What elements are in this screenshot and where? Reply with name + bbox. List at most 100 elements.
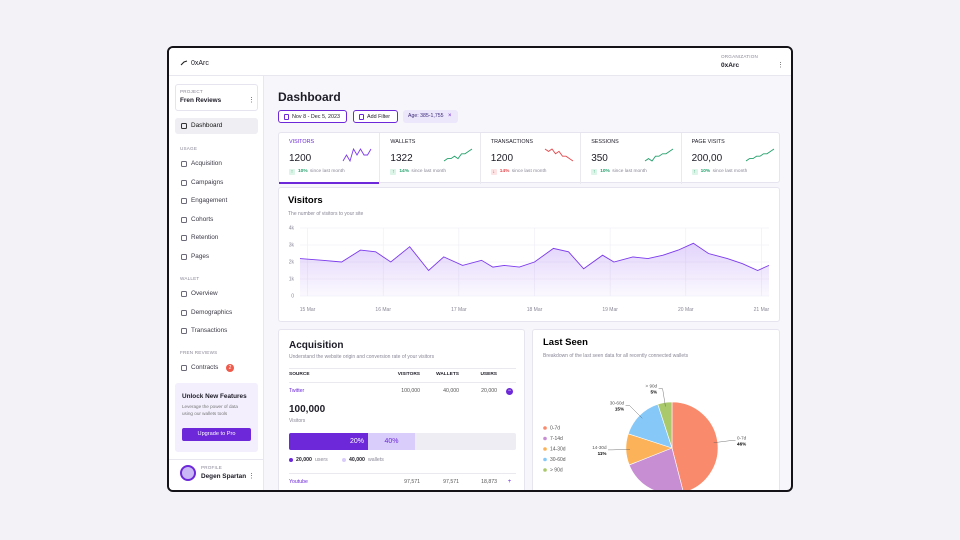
wallets-segment: 40% bbox=[368, 433, 415, 450]
nav-item: Campaigns bbox=[191, 178, 224, 186]
row-source[interactable]: Youtube bbox=[289, 479, 308, 485]
date-filter[interactable]: Nov 8 - Dec 5, 2023 bbox=[278, 110, 347, 123]
upgrade-button[interactable]: Upgrade to Pro bbox=[182, 428, 251, 441]
legend-label: 0-7d bbox=[550, 426, 560, 432]
add-filter-label: Add Filter bbox=[367, 114, 391, 120]
leader-line bbox=[658, 388, 666, 407]
trend-icon: ↑ bbox=[289, 169, 295, 175]
chart-subtitle: Breakdown of the last seen data for all … bbox=[543, 353, 689, 359]
visitors-chart: Visitors The number of visitors to your s… bbox=[288, 195, 770, 313]
row-source[interactable]: Twitter bbox=[289, 388, 305, 394]
project-box[interactable]: PROJECT Fren Reviews ⋮ bbox=[175, 84, 258, 111]
stat-label: PAGE VISITS bbox=[691, 139, 725, 145]
nav-item: Cohorts bbox=[191, 215, 214, 223]
column-header: USERS bbox=[480, 372, 497, 377]
nav-item: Transactions bbox=[191, 327, 228, 335]
slice-name: 0-7d bbox=[737, 435, 747, 440]
stat-label: WALLETS bbox=[390, 139, 416, 145]
stats-row: VISITORS 1200 ↑ 10% since last month WALLETS 1… bbox=[278, 132, 781, 184]
nav-link[interactable]: Acquisition bbox=[175, 157, 258, 171]
x-tick-label: 19 Mar bbox=[602, 307, 618, 313]
promo-title: Unlock New Features bbox=[182, 393, 247, 400]
stat-card[interactable]: SESSIONS 350 ↑ 10% since last month bbox=[580, 133, 680, 184]
nav-link[interactable]: Contracts 2 bbox=[175, 361, 258, 375]
pie-slice bbox=[628, 447, 684, 490]
row-cell: 40,000 bbox=[443, 388, 459, 394]
nav-link[interactable]: Transactions bbox=[175, 324, 258, 338]
nav-link[interactable]: Demographics bbox=[175, 306, 258, 320]
nav-icon bbox=[181, 198, 187, 205]
top-bar: 0xArc ORGANIZATION 0xArc ⋮ bbox=[169, 48, 791, 76]
filter-chip[interactable]: Age: 385-1,755 × bbox=[403, 110, 458, 123]
line bbox=[299, 242, 770, 272]
chart-title: Last Seen bbox=[543, 337, 588, 348]
nav-icon bbox=[181, 309, 187, 316]
nav-icon bbox=[181, 254, 187, 260]
x-tick-label: 17 Mar bbox=[451, 307, 467, 313]
stat-label: VISITORS bbox=[289, 139, 315, 145]
stat-note: since last month bbox=[310, 169, 345, 174]
legend-label: users bbox=[315, 457, 328, 463]
profile-menu[interactable]: ⋮ bbox=[248, 473, 255, 480]
y-tick-label: 3k bbox=[289, 243, 295, 249]
users-segment: 20% bbox=[289, 433, 368, 450]
nav-link[interactable]: Retention bbox=[175, 231, 258, 245]
nav-icon bbox=[181, 123, 187, 129]
stat-card[interactable]: WALLETS 1322 ↑ 14% since last month bbox=[379, 133, 479, 184]
legend-dot bbox=[342, 458, 346, 462]
row-toggle[interactable]: − bbox=[506, 388, 513, 395]
slice-name: > 90d bbox=[645, 384, 657, 389]
stat-note: since last month bbox=[511, 169, 547, 174]
x-tick-label: 16 Mar bbox=[375, 307, 391, 313]
stat-card[interactable]: PAGE VISITS 200,00 ↑ 10% since last month bbox=[680, 133, 781, 184]
row-cell: 97,571 bbox=[443, 479, 459, 485]
row-cell: 97,571 bbox=[404, 479, 420, 485]
row-toggle[interactable]: + bbox=[507, 479, 512, 485]
stat-card[interactable]: TRANSACTIONS 1200 ↓ 14% since last month bbox=[479, 133, 580, 184]
stat-change: 10% bbox=[700, 169, 711, 174]
nav-link[interactable]: Engagement bbox=[175, 194, 258, 208]
legend-dot bbox=[289, 458, 293, 462]
date-range: Nov 8 - Dec 5, 2023 bbox=[292, 114, 340, 120]
acquisition-card: Acquisition Understand the website origi… bbox=[278, 329, 525, 490]
sparkline bbox=[342, 147, 372, 163]
stat-note: since last month bbox=[612, 169, 647, 174]
avatar bbox=[180, 465, 196, 481]
app-window: 0xArc ORGANIZATION 0xArc ⋮ PROJECT Fren … bbox=[167, 46, 793, 492]
legend-label: 7-14d bbox=[550, 436, 563, 442]
sparkline bbox=[444, 148, 473, 162]
legend-dot bbox=[543, 436, 547, 441]
y-tick-label: 4k bbox=[289, 226, 295, 232]
stat-value: 1200 bbox=[490, 153, 514, 164]
org-name[interactable]: 0xArc bbox=[721, 62, 740, 69]
trend-icon: ↑ bbox=[390, 169, 397, 175]
row-cell: 18,873 bbox=[481, 479, 497, 485]
detail-total: 100,000 bbox=[289, 404, 326, 415]
sidebar: PROJECT Fren Reviews ⋮ Dashboard USAGE Ac… bbox=[169, 76, 264, 490]
stat-card[interactable]: VISITORS 1200 ↑ 10% since last month bbox=[279, 133, 380, 184]
x-tick-label: 21 Mar bbox=[754, 307, 770, 313]
last-seen-chart: Last Seen Breakdown of the last seen data… bbox=[543, 337, 747, 490]
promo-text: Leverage the power of data bbox=[182, 404, 238, 409]
trend-icon: ↑ bbox=[691, 169, 698, 175]
add-filter[interactable]: Add Filter bbox=[353, 110, 398, 123]
nav-icon bbox=[181, 179, 187, 186]
sparkline-path bbox=[444, 148, 473, 162]
nav-section: USAGE bbox=[180, 146, 198, 151]
stat-note: since last month bbox=[411, 169, 447, 174]
nav-active[interactable]: Dashboard bbox=[175, 118, 258, 134]
project-menu[interactable]: ⋮ bbox=[248, 97, 255, 104]
row-cell: 20,000 bbox=[481, 388, 497, 394]
org-menu[interactable]: ⋮ bbox=[777, 62, 784, 69]
legend-value: 40,000 bbox=[349, 457, 365, 463]
nav-link[interactable]: Overview bbox=[175, 287, 258, 301]
nav-link[interactable]: Campaigns bbox=[175, 176, 258, 190]
nav-item: Engagement bbox=[191, 197, 228, 205]
sparkline-path bbox=[644, 148, 674, 162]
chip-close[interactable]: × bbox=[448, 113, 452, 119]
nav-link[interactable]: Cohorts bbox=[175, 213, 258, 227]
profile-name[interactable]: Degen Spartan bbox=[201, 473, 247, 480]
nav-link[interactable]: Pages bbox=[175, 250, 258, 264]
leader-line bbox=[608, 449, 631, 451]
nav-item: Dashboard bbox=[191, 122, 223, 129]
